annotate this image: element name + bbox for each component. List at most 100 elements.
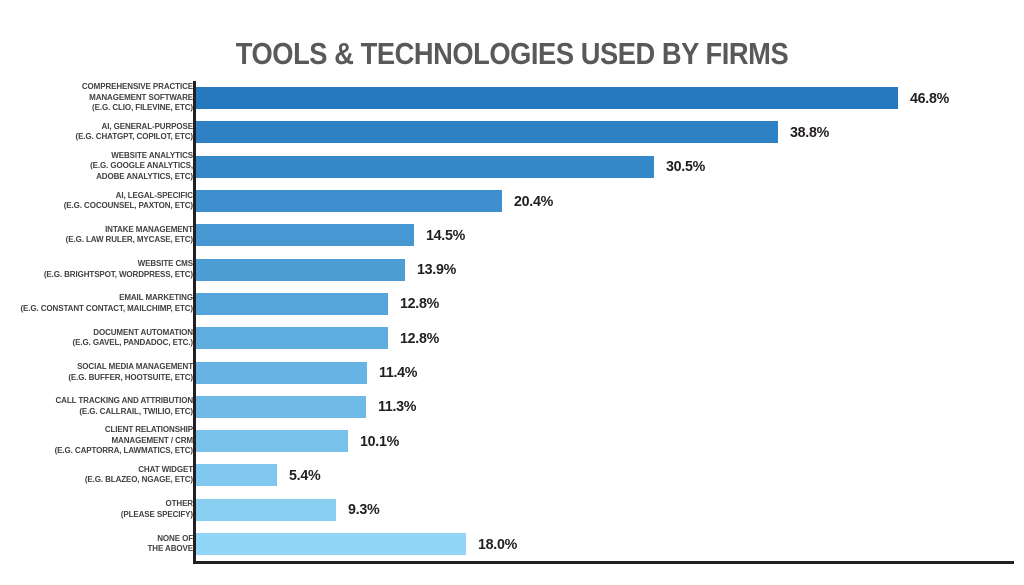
category-label: INTAKE MANAGEMENT (E.G. LAW RULER, MYCASE… <box>66 225 193 246</box>
bar <box>196 327 388 350</box>
bar-row: 38.8% <box>196 115 1014 149</box>
category-label-line: (E.G. BLAZEO, NGAGE, ETC) <box>84 475 193 485</box>
category-label-line: EMAIL MARKETING <box>119 293 193 303</box>
category-label-line: THE ABOVE <box>147 544 194 553</box>
category-label-line: MANAGEMENT / CRM <box>111 435 193 445</box>
category-label-line: DOCUMENT AUTOMATION <box>93 327 193 337</box>
category-label: AI, LEGAL-SPECIFIC (E.G. COCOUNSEL, PAXTO… <box>64 191 193 212</box>
chart-title: TOOLS & TECHNOLOGIES USED BY FIRMS <box>235 36 789 71</box>
bar-value-label: 11.4% <box>379 364 418 382</box>
bar <box>196 464 277 487</box>
category-label: CALL TRACKING AND ATTRIBUTION (E.G. CALLR… <box>55 396 193 417</box>
bar-row: 20.4% <box>196 184 1014 218</box>
category-row: INTAKE MANAGEMENT (E.G. LAW RULER, MYCASE… <box>10 218 193 252</box>
category-label-line: (E.G. BUFFER, HOOTSUITE, ETC) <box>68 372 193 382</box>
bar-row: 12.8% <box>196 287 1014 321</box>
bar <box>196 533 466 555</box>
category-axis: COMPREHENSIVE PRACTICE MANAGEMENT SOFTWAR… <box>10 81 193 564</box>
category-label-line: NONE OF <box>157 533 193 543</box>
category-label-line: AI, LEGAL-SPECIFIC <box>115 190 193 200</box>
category-row: AI, GENERAL-PURPOSE (E.G. CHATGPT, COPILO… <box>10 115 194 149</box>
bar <box>196 258 405 281</box>
category-label: AI, GENERAL-PURPOSE (E.G. CHATGPT, COPILO… <box>76 122 194 143</box>
bar-value-label: 10.1% <box>359 432 399 450</box>
category-row: DOCUMENT AUTOMATION (E.G. GAVEL, PANDADOC… <box>10 321 194 355</box>
category-label-line: CALL TRACKING AND ATTRIBUTION <box>55 396 193 406</box>
category-label: CLIENT RELATIONSHIP MANAGEMENT / CRM (E.G.… <box>55 425 193 457</box>
category-label-line: (E.G. CLIO, FILEVINE, ETC) <box>92 103 193 113</box>
bar-row: 10.1% <box>196 424 1014 458</box>
bar <box>196 121 778 144</box>
category-label: DOCUMENT AUTOMATION (E.G. GAVEL, PANDADOC… <box>72 327 194 349</box>
category-label-line: (E.G. CAPTORRA, LAWMATICS, ETC) <box>54 446 193 456</box>
category-label-line: (E.G. COCOUNSEL, PAXTON, ETC) <box>63 201 193 211</box>
bar-value-label: 38.8% <box>790 123 829 141</box>
category-row: AI, LEGAL-SPECIFIC (E.G. COCOUNSEL, PAXTO… <box>10 184 193 218</box>
category-label: WEBSITE ANALYTICS (E.G. GOOGLE ANALYTICS,… <box>90 151 193 183</box>
bar-value-label: 11.3% <box>377 398 416 416</box>
category-label-line: ADOBE ANALYTICS, ETC) <box>96 171 193 181</box>
category-label: WEBSITE CMS (E.G. BRIGHTSPOT, WORDPRESS, … <box>44 259 193 280</box>
category-label-line: (E.G. GAVEL, PANDADOC, ETC.) <box>72 338 194 348</box>
category-label-line: SOCIAL MEDIA MANAGEMENT <box>77 362 193 372</box>
bar-row: 18.0% <box>196 527 1014 561</box>
category-label: COMPREHENSIVE PRACTICE MANAGEMENT SOFTWAR… <box>82 82 193 114</box>
category-label: EMAIL MARKETING (E.G. CONSTANT CONTACT, M… <box>20 293 193 314</box>
bar-value-label: 46.8% <box>910 89 949 107</box>
bar-row: 46.8% <box>196 81 1014 115</box>
bar-row: 12.8% <box>196 321 1014 355</box>
bar-value-label: 12.8% <box>400 329 439 347</box>
category-label-line: (PLEASE SPECIFY) <box>120 509 193 519</box>
bar-row: 30.5% <box>196 150 1014 184</box>
bar-value-label: 30.5% <box>665 158 705 176</box>
category-label: NONE OF THE ABOVE <box>147 533 194 555</box>
category-label-line: (E.G. LAW RULER, MYCASE, ETC) <box>65 235 193 245</box>
bar <box>196 155 654 178</box>
category-label: SOCIAL MEDIA MANAGEMENT (E.G. BUFFER, HOO… <box>68 362 193 383</box>
category-row: SOCIAL MEDIA MANAGEMENT (E.G. BUFFER, HOO… <box>10 355 193 389</box>
category-label-line: COMPREHENSIVE PRACTICE <box>81 82 193 92</box>
category-row: WEBSITE ANALYTICS (E.G. GOOGLE ANALYTICS,… <box>10 150 193 184</box>
bar <box>196 361 367 384</box>
bar-value-label: 13.9% <box>416 261 456 279</box>
bar-value-label: 20.4% <box>514 192 553 210</box>
bar-row: 9.3% <box>196 493 1014 527</box>
category-label-line: OTHER <box>165 499 193 509</box>
category-label-line: MANAGEMENT SOFTWARE <box>89 92 193 102</box>
category-label-line: (E.G. CHATGPT, COPILOT, ETC) <box>75 132 194 142</box>
bar-row: 11.4% <box>196 355 1014 389</box>
category-row: CALL TRACKING AND ATTRIBUTION (E.G. CALLR… <box>10 390 193 424</box>
category-label-line: WEBSITE CMS <box>137 259 193 269</box>
bar <box>196 395 366 418</box>
bar <box>196 190 502 213</box>
bar-row: 14.5% <box>196 218 1014 252</box>
category-label-line: (E.G. CALLRAIL, TWILIO, ETC) <box>79 406 193 416</box>
category-row: OTHER (PLEASE SPECIFY) <box>10 493 193 527</box>
category-label-line: (E.G. BRIGHTSPOT, WORDPRESS, ETC) <box>43 269 193 279</box>
category-label: OTHER (PLEASE SPECIFY) <box>121 499 193 520</box>
category-row: COMPREHENSIVE PRACTICE MANAGEMENT SOFTWAR… <box>10 81 193 115</box>
category-label-line: (E.G. GOOGLE ANALYTICS, <box>90 161 193 171</box>
category-row: EMAIL MARKETING (E.G. CONSTANT CONTACT, M… <box>10 287 193 321</box>
category-row: CLIENT RELATIONSHIP MANAGEMENT / CRM (E.G.… <box>10 424 193 458</box>
bar <box>196 87 898 110</box>
category-label-line: AI, GENERAL-PURPOSE <box>101 121 194 131</box>
bar <box>196 498 336 521</box>
bar-value-label: 14.5% <box>425 226 465 244</box>
category-label-line: CLIENT RELATIONSHIP <box>104 425 193 435</box>
bar-row: 11.3% <box>196 390 1014 424</box>
bar-value-label: 18.0% <box>478 535 517 553</box>
category-label-line: CHAT WIDGET <box>138 464 193 474</box>
bar <box>196 224 414 247</box>
category-label-line: WEBSITE ANALYTICS <box>111 150 193 160</box>
bar-value-label: 5.4% <box>289 466 321 484</box>
bar-row: 5.4% <box>196 458 1014 492</box>
bar <box>196 430 348 453</box>
category-label: CHAT WIDGET (E.G. BLAZEO, NGAGE, ETC) <box>85 465 193 486</box>
category-row: CHAT WIDGET (E.G. BLAZEO, NGAGE, ETC) <box>10 458 193 492</box>
category-row: NONE OF THE ABOVE <box>10 527 194 561</box>
bar-value-label: 12.8% <box>400 295 439 313</box>
bar-value-label: 9.3% <box>347 501 380 519</box>
category-label-line: INTAKE MANAGEMENT <box>105 224 193 234</box>
